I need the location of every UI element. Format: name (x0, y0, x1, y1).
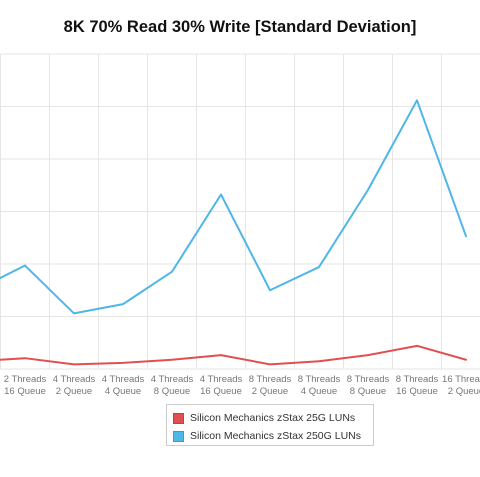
legend-item-250g[interactable]: Silicon Mechanics zStax 250G LUNs (173, 429, 361, 443)
legend-label-250g: Silicon Mechanics zStax 250G LUNs (190, 430, 361, 442)
series-line-250g (0, 99, 467, 315)
x-tick-label: 4 Threads 16 Queue (200, 374, 243, 397)
x-tick-label: 4 Threads 2 Queue (53, 374, 96, 397)
legend: Silicon Mechanics zStax 25G LUNs Silicon… (166, 404, 374, 446)
x-tick-label: 2 Threads 16 Queue (4, 374, 47, 397)
x-tick-label: 8 Threads 4 Queue (298, 374, 341, 397)
x-tick-label: 8 Threads 2 Queue (249, 374, 292, 397)
legend-item-25g[interactable]: Silicon Mechanics zStax 25G LUNs (173, 411, 355, 425)
chart-title: 8K 70% Read 30% Write [Standard Deviatio… (63, 18, 417, 36)
x-tick-label: 8 Threads 16 Queue (396, 374, 439, 397)
legend-label-25g: Silicon Mechanics zStax 25G LUNs (190, 412, 356, 424)
x-tick-label: 4 Threads 4 Queue (102, 374, 145, 397)
x-tick-label: 8 Threads 8 Queue (347, 374, 390, 397)
legend-swatch-250g (173, 430, 184, 442)
legend-swatch-25g (173, 412, 184, 424)
x-tick-label: 4 Threads 8 Queue (151, 374, 194, 397)
series-line-25g (0, 344, 467, 366)
